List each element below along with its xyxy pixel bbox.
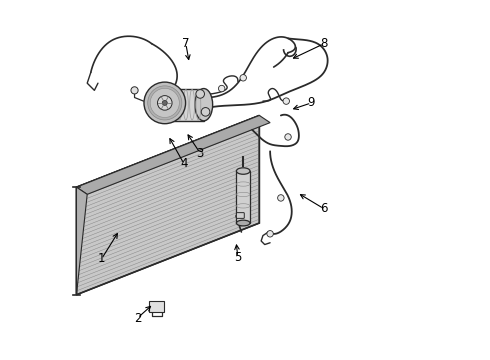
Circle shape (150, 88, 179, 117)
Text: 8: 8 (320, 37, 328, 50)
Text: 7: 7 (182, 37, 190, 50)
Circle shape (219, 85, 225, 92)
Text: 3: 3 (196, 147, 204, 159)
Polygon shape (76, 116, 259, 295)
Ellipse shape (161, 90, 175, 119)
Polygon shape (76, 187, 87, 295)
Circle shape (162, 100, 167, 105)
Text: 9: 9 (308, 96, 315, 109)
Text: 2: 2 (134, 311, 141, 325)
Circle shape (240, 75, 246, 81)
Polygon shape (168, 89, 204, 121)
Circle shape (278, 195, 284, 201)
Polygon shape (236, 171, 250, 223)
Circle shape (147, 86, 182, 120)
Circle shape (144, 82, 186, 124)
Circle shape (285, 134, 291, 140)
Circle shape (283, 98, 290, 104)
Ellipse shape (195, 89, 213, 121)
FancyBboxPatch shape (236, 213, 245, 219)
Text: 1: 1 (98, 252, 105, 265)
Circle shape (131, 87, 138, 94)
Text: 4: 4 (180, 157, 188, 170)
Polygon shape (76, 116, 270, 194)
Text: 6: 6 (320, 202, 328, 215)
FancyBboxPatch shape (149, 301, 164, 312)
Ellipse shape (236, 220, 250, 226)
Circle shape (201, 108, 210, 116)
Text: 5: 5 (234, 251, 242, 264)
Circle shape (157, 96, 172, 110)
Ellipse shape (236, 168, 250, 174)
Circle shape (196, 90, 204, 98)
Circle shape (267, 230, 273, 237)
